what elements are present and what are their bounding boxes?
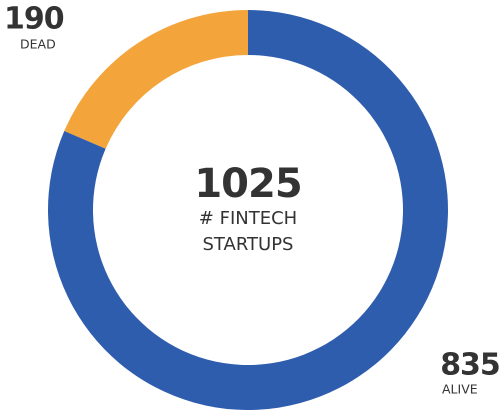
value-label: 190: [4, 2, 64, 37]
total: 1025: [194, 161, 301, 207]
category-label: ALIVE: [442, 382, 478, 397]
category-label: DEAD: [20, 37, 56, 52]
value-label: 835: [440, 348, 500, 383]
center-label: # FINTECH: [199, 208, 297, 229]
donut-segment: [64, 10, 249, 149]
center-label: STARTUPS: [203, 234, 294, 255]
